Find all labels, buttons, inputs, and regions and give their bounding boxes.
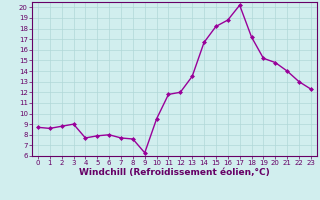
X-axis label: Windchill (Refroidissement éolien,°C): Windchill (Refroidissement éolien,°C) (79, 168, 270, 177)
